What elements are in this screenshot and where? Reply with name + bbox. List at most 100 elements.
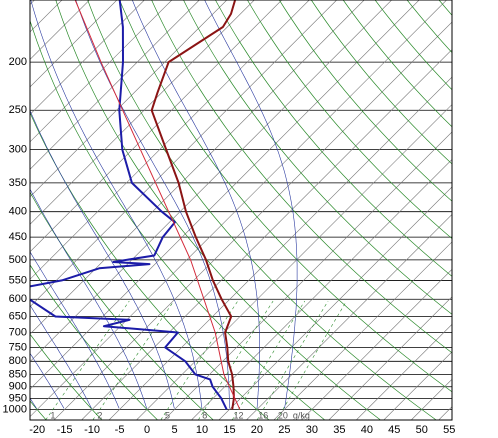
moist-adiabat: [30, 188, 147, 409]
isotherm: [30, 0, 255, 225]
mixing-ratio-unit: g/kg: [293, 410, 310, 420]
mixing-ratio-label: 20: [278, 410, 288, 420]
y-tick-label: 350: [9, 177, 27, 189]
mixing-ratio-line: [45, 300, 130, 420]
y-tick-label: 1000: [3, 403, 27, 415]
dry-adiabat: [342, 0, 452, 128]
x-tick-label: 5: [171, 424, 177, 436]
plot-area: 1 2 5 8 12 16 20 g/kg: [0, 0, 498, 420]
isotherm: [136, 104, 452, 420]
dry-adiabat: [87, 0, 437, 420]
isotherm: [30, 0, 118, 88]
isotherm: [246, 213, 452, 420]
isotherm: [30, 0, 282, 253]
y-tick-label: 200: [9, 56, 27, 68]
dry-adiabat: [30, 111, 270, 420]
y-tick-label: 750: [9, 341, 27, 353]
y-tick-label: 450: [9, 231, 27, 243]
dry-adiabat: [438, 0, 452, 16]
mixing-ratio-label: 16: [258, 410, 268, 420]
x-tick-label: 20: [251, 424, 263, 436]
mixing-ratio-label: 8: [202, 410, 207, 420]
isotherm: [273, 241, 452, 420]
dry-adiabat: [183, 0, 452, 315]
y-tick-label: 400: [9, 206, 27, 218]
y-tick-label: 600: [9, 293, 27, 305]
x-tick-label: 25: [278, 424, 290, 436]
isotherm: [30, 0, 200, 170]
moist-adiabat: [132, 0, 260, 409]
x-tick-label: -10: [84, 424, 100, 436]
isotherm: [30, 0, 447, 418]
isotherm: [30, 0, 173, 143]
x-tick-label: -20: [29, 424, 45, 436]
isotherm: [163, 131, 452, 420]
dry-adiabat: [215, 0, 452, 277]
plot-frame: [29, 0, 453, 421]
y-tick-label: 850: [9, 368, 27, 380]
dry-adiabat: [406, 0, 452, 54]
moist-adiabat: [30, 251, 120, 409]
mixing-ratio-label: 2: [97, 410, 102, 420]
y-tick-label: 650: [9, 310, 27, 322]
isotherm: [383, 351, 452, 420]
mixing-ratio-line: [256, 300, 329, 420]
moist-adiabat: [204, 0, 298, 409]
isotherm: [301, 268, 452, 420]
isotherm: [411, 378, 452, 420]
profile-line: [74, 0, 241, 410]
x-tick-label: 35: [333, 424, 345, 436]
x-tick-label: 45: [388, 424, 400, 436]
profile-line: [150, 0, 237, 410]
y-tick-label: 950: [9, 392, 27, 404]
dry-adiabat: [471, 0, 498, 420]
dry-adiabat: [279, 0, 452, 202]
dry-adiabat: [30, 333, 103, 420]
x-tick-label: 55: [443, 424, 455, 436]
isotherm: [191, 159, 452, 420]
x-tick-label: 40: [361, 424, 373, 436]
isotherm: [30, 0, 145, 115]
isotherm: [30, 0, 392, 363]
mixing-ratio-line: [160, 300, 239, 420]
dry-adiabat: [247, 0, 452, 240]
x-tick-label: 50: [416, 424, 428, 436]
dry-adiabat: [119, 0, 452, 393]
isotherm: [30, 0, 310, 280]
profile-line: [30, 0, 228, 410]
mixing-ratio-label: 1: [50, 410, 55, 420]
moist-adiabat: [75, 0, 230, 409]
dry-adiabat: [30, 19, 326, 420]
isotherm: [30, 0, 228, 198]
mixing-ratio-line: [231, 300, 306, 420]
y-tick-label: 300: [9, 144, 27, 156]
y-tick-label: 550: [9, 274, 27, 286]
isotherm: [356, 323, 452, 420]
isotherm: [108, 76, 452, 420]
mixing-ratio-label: 5: [165, 410, 170, 420]
dry-adiabat: [55, 0, 381, 420]
x-tick-label: -15: [57, 424, 73, 436]
y-tick-label: 900: [9, 381, 27, 393]
mixing-ratio-line: [276, 300, 347, 420]
isotherm: [218, 186, 452, 420]
isotherm: [30, 0, 365, 335]
y-tick-label: 250: [9, 104, 27, 116]
y-tick-label: 700: [9, 326, 27, 338]
x-tick-label: 15: [223, 424, 235, 436]
x-tick-label: 0: [144, 424, 150, 436]
x-tick-label: -5: [115, 424, 125, 436]
moist-adiabat: [30, 352, 65, 409]
dry-adiabat: [30, 191, 214, 420]
dry-adiabat: [151, 0, 452, 354]
isotherm: [328, 296, 452, 420]
y-tick-label: 800: [9, 355, 27, 367]
axes: 2002503003504004505005506006507007508008…: [3, 56, 456, 436]
dry-adiabat: [311, 0, 452, 165]
x-tick-label: 30: [306, 424, 318, 436]
moist-adiabat: [30, 109, 175, 409]
isotherm: [0, 0, 7, 420]
x-tick-label: 10: [196, 424, 208, 436]
isotherm: [438, 406, 452, 420]
